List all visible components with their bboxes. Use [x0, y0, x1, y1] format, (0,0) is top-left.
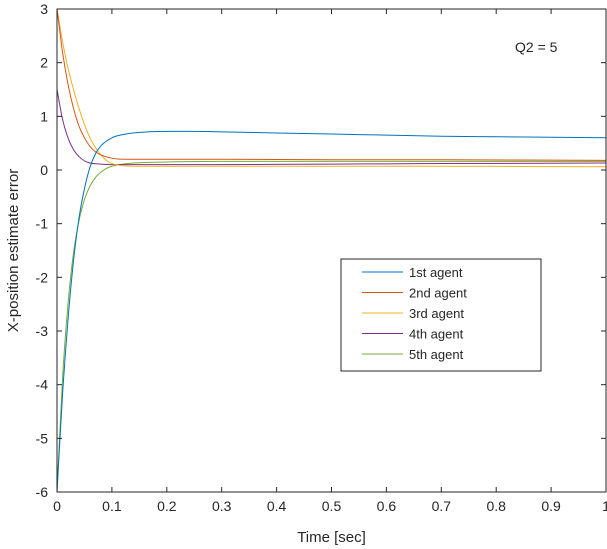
series-line-4: [56, 89, 607, 166]
series-line-2: [56, 8, 607, 161]
y-tick-label: -4: [36, 377, 49, 393]
legend-label: 3rd agent: [409, 306, 464, 321]
series-line-5: [56, 160, 606, 493]
y-tick-label: 2: [40, 55, 48, 71]
x-tick-label: 0: [53, 498, 61, 514]
y-tick-label: -2: [36, 269, 49, 285]
x-tick-label: 0.4: [267, 498, 287, 514]
y-tick-label: 1: [40, 108, 48, 124]
y-tick-label: 3: [40, 1, 48, 17]
chart-annotation: Q2 = 5: [515, 39, 558, 55]
legend-label: 4th agent: [409, 327, 464, 342]
legend-label: 2nd agent: [409, 286, 467, 301]
legend-box: [340, 258, 542, 372]
y-tick-label: -6: [36, 484, 49, 500]
series-line-3: [56, 8, 607, 168]
y-tick-label: -3: [36, 323, 49, 339]
y-tick-label: -5: [36, 430, 49, 446]
y-tick-label: -1: [36, 216, 49, 232]
legend-label: 5th agent: [409, 347, 464, 362]
x-tick-label: 0.8: [486, 498, 506, 514]
y-axis-title: X-position estimate error: [5, 169, 22, 332]
legend-label: 1st agent: [409, 265, 463, 280]
series-line-1: [56, 130, 607, 493]
x-tick-label: 0.1: [102, 498, 122, 514]
x-tick-label: 0.7: [432, 498, 452, 514]
legend: 1st agent 2nd agent 3rd agent 4th agent 5th …: [340, 258, 542, 372]
x-tick-label: 0.9: [541, 498, 561, 514]
x-tick-label: 0.3: [212, 498, 232, 514]
x-tick-label: 0.6: [377, 498, 397, 514]
ticks-layer: 0 0.1 0.2 0.3 0.4 0.5 0.6 0.7 0.8 0.9 1 -6 -5 -4 -3 -2 -…: [36, 1, 607, 514]
y-tick-label: 0: [40, 162, 48, 178]
x-tick-label: 1: [602, 498, 607, 514]
x-tick-label: 0.5: [322, 498, 342, 514]
series-layer: [56, 8, 607, 493]
x-axis-title: Time [sec]: [297, 529, 366, 546]
x-tick-label: 0.2: [157, 498, 177, 514]
